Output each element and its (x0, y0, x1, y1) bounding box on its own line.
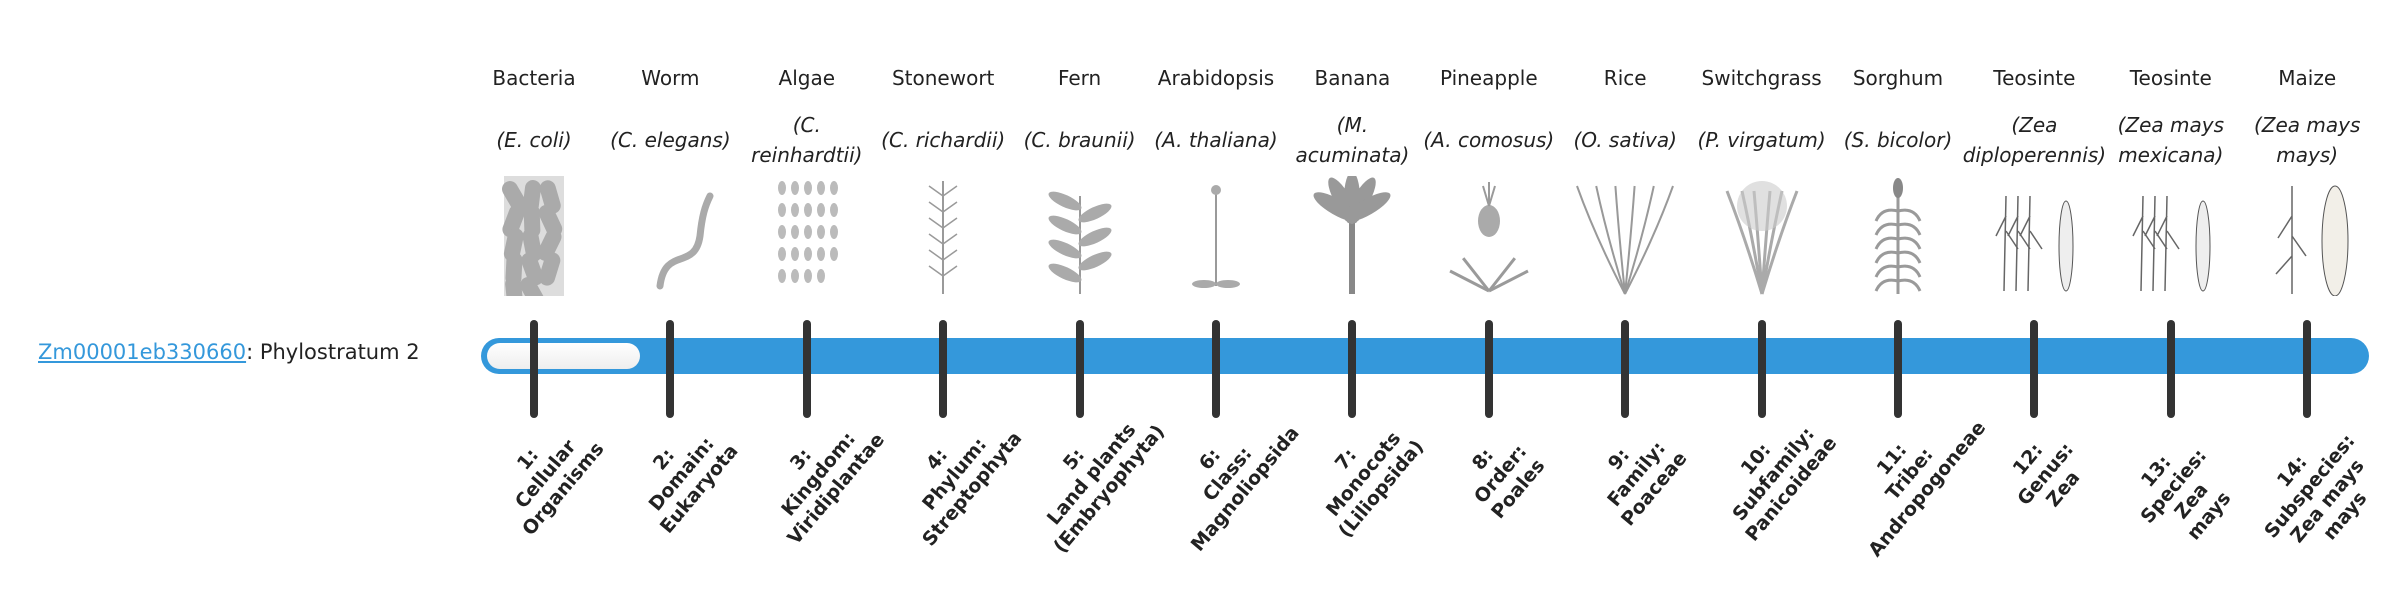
teosinte-illustration (1995, 195, 2074, 292)
fern-illustration (1048, 191, 1112, 294)
organism-common-name: Rice (1603, 66, 1647, 90)
stratum-label: 11: Tribe: Andropogoneae (1864, 416, 1991, 562)
organism-scientific-name: (A. thaliana) (1144, 110, 1288, 170)
pineapple-illustration (1449, 182, 1529, 293)
organism-scientific-name: (C. braunii) (1008, 110, 1152, 170)
organism-common-name: Maize (2278, 66, 2337, 90)
stratum-tick (666, 320, 675, 418)
organism-scientific-name: (Zea mays mays) (2235, 110, 2379, 170)
phylostratum-bar (481, 338, 2369, 374)
stratum-label: 3: Kingdom: Viridiplantae (777, 427, 889, 549)
organism-common-name: Worm (641, 66, 700, 90)
stratum-tick (939, 320, 948, 418)
stratum-label: 4: Phylum: Streptophyta (918, 427, 1027, 551)
stratum-label: 2: Domain: Eukaryota (644, 432, 743, 538)
stratum-tick (2030, 320, 2039, 418)
scientific-name-text: (C. reinhardtii) (751, 113, 863, 167)
stratum-label: 10: Subfamily: Panicoideae (1727, 423, 1841, 546)
teosinte-illustration (2132, 195, 2211, 292)
switchgrass-illustration (1725, 181, 1798, 295)
organism-scientific-name: (Zea diploperennis) (1962, 110, 2106, 170)
organism-common-name: Fern (1057, 66, 1102, 90)
organism-scientific-name: (A. comosus) (1417, 110, 1561, 170)
organism-common-name: Pineapple (1439, 66, 1538, 90)
stratum-label: 14: Subspecies: Zea mays mays (2260, 430, 2372, 548)
stratum-label: 6: Class: Magnoliopsida (1186, 422, 1304, 556)
stratum-label: 7: Monocots (Liliopsida) (1322, 427, 1429, 542)
sorghum-illustration (1874, 178, 1922, 294)
organism-common-name: Sorghum (1852, 66, 1944, 90)
organism-common-name: Banana (1314, 66, 1391, 90)
organism-scientific-name: (S. bicolor) (1826, 110, 1970, 170)
scientific-name-text: (P. virgatum) (1697, 128, 1826, 152)
organism-scientific-name: (E. coli) (462, 110, 606, 170)
stratum-tick (1757, 320, 1766, 418)
stratum-tick (2303, 320, 2312, 418)
organism-common-name: Stonewort (891, 66, 995, 90)
organism-scientific-name: (C. elegans) (598, 110, 742, 170)
rice-illustration (1576, 185, 1675, 295)
organism-scientific-name: (Zea mays mexicana) (2099, 110, 2243, 170)
organism-common-name: Bacteria (492, 66, 576, 90)
stratum-label: 8: Order: Poales (1467, 440, 1550, 524)
scientific-name-text: (A. thaliana) (1154, 128, 1278, 152)
organism-common-name: Teosinte (2129, 66, 2212, 90)
organism-scientific-name: (M. acuminata) (1280, 110, 1424, 170)
organism-scientific-name: (C. richardii) (871, 110, 1015, 170)
scientific-name-text: (Zea mays mays) (2253, 113, 2361, 167)
stratum-tick (1348, 320, 1357, 418)
stratum-tick (530, 320, 538, 418)
scientific-name-text: (E. coli) (496, 128, 572, 152)
scientific-name-text: (Zea diploperennis) (1962, 113, 2107, 167)
arabidopsis-illustration (1192, 185, 1240, 288)
scientific-name-text: (C. braunii) (1023, 128, 1136, 152)
gene-phylostratum-label: Zm00001eb330660: Phylostratum 2 (38, 340, 420, 364)
scientific-name-text: (A. comosus) (1423, 128, 1555, 152)
organism-scientific-name: (C. reinhardtii) (735, 110, 879, 170)
stratum-tick (1894, 320, 1902, 418)
organism-common-name: Algae (778, 66, 836, 90)
scientific-name-text: (C. elegans) (610, 128, 731, 152)
scientific-name-text: (M. acuminata) (1295, 113, 1410, 167)
stonewort-illustration (928, 181, 958, 294)
bacteria-illustration (502, 176, 564, 296)
stratum-tick (1212, 320, 1220, 418)
stratum-label: 5: Land plants (Embryophyta) (1042, 419, 1169, 558)
gene-id-link[interactable]: Zm00001eb330660 (38, 340, 247, 364)
organism-common-name: Arabidopsis (1157, 66, 1275, 90)
phylostratum-fill (487, 343, 641, 369)
scientific-name-text: (C. richardii) (881, 128, 1006, 152)
scientific-name-text: (O. sativa) (1573, 128, 1677, 152)
stratum-label: 9: Family: Poaceae (1603, 437, 1692, 531)
organism-common-name: Teosinte (1993, 66, 2076, 90)
algae-illustration (777, 181, 838, 283)
stratum-label: 1: Cellular Organisms (510, 435, 609, 540)
organism-scientific-name: (O. sativa) (1553, 110, 1697, 170)
banana-illustration (1313, 176, 1391, 294)
stratum-tick (1075, 320, 1084, 418)
organism-scientific-name: (P. virgatum) (1690, 110, 1834, 170)
organism-common-name: Switchgrass (1701, 66, 1822, 90)
maize-illustration (2275, 185, 2349, 296)
scientific-name-text: (S. bicolor) (1843, 128, 1953, 152)
worm-illustration (656, 192, 714, 290)
stratum-tick (1484, 320, 1493, 418)
stratum-tick (2166, 320, 2175, 418)
stratum-tick (802, 320, 811, 418)
stratum-tick (1621, 320, 1630, 418)
scientific-name-text: (Zea mays mexicana) (2117, 113, 2224, 167)
phylostratum-text: : Phylostratum 2 (246, 340, 420, 364)
